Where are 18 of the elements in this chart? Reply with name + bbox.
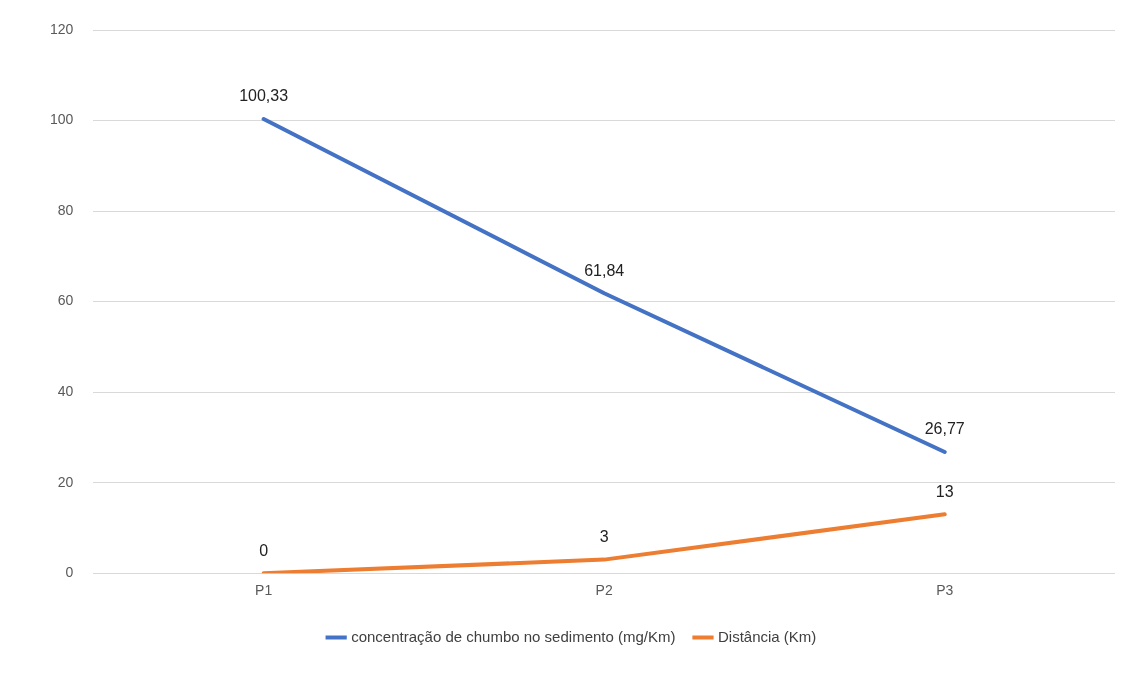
data-label: 3	[599, 528, 609, 546]
data-label: 0	[259, 541, 269, 559]
data-label: 26,77	[924, 420, 965, 438]
data-label: 61,84	[584, 261, 625, 279]
y-tick-label: 80	[57, 201, 74, 218]
y-tick-label: 20	[57, 473, 74, 490]
y-tick-label: 100	[50, 111, 74, 128]
x-tick-label: P1	[255, 582, 273, 599]
y-tick-label: 40	[57, 382, 74, 399]
y-tick-label: 60	[57, 292, 74, 309]
legend-label: Distância (Km)	[717, 627, 817, 645]
x-tick-label: P3	[936, 582, 954, 599]
data-label: 13	[935, 482, 954, 500]
y-tick-label: 0	[65, 564, 74, 581]
x-tick-label: P2	[595, 582, 613, 599]
data-label: 100,33	[239, 87, 289, 105]
legend-label: concentração de chumbo no sedimento (mg/Km)	[351, 627, 676, 645]
y-tick-label: 120	[50, 20, 74, 37]
